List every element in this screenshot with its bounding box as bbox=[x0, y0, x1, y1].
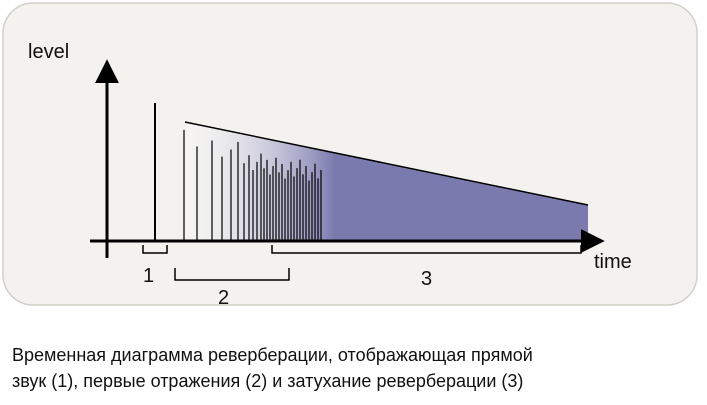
bracket bbox=[271, 245, 582, 254]
segment-label: 3 bbox=[421, 268, 432, 290]
decay-area bbox=[185, 122, 588, 241]
decay-envelope bbox=[184, 121, 589, 206]
reflections bbox=[183, 129, 322, 241]
y-axis-label: level bbox=[28, 41, 69, 63]
segment-label: 1 bbox=[143, 265, 154, 287]
caption-line: Временная диаграмма реверберации, отобра… bbox=[12, 345, 533, 365]
caption-line: звук (1), первые отражения (2) и затухан… bbox=[12, 371, 523, 391]
bracket bbox=[174, 268, 290, 281]
segment-label: 2 bbox=[218, 287, 229, 309]
x-axis-label: time bbox=[594, 251, 632, 273]
bracket bbox=[142, 245, 168, 254]
